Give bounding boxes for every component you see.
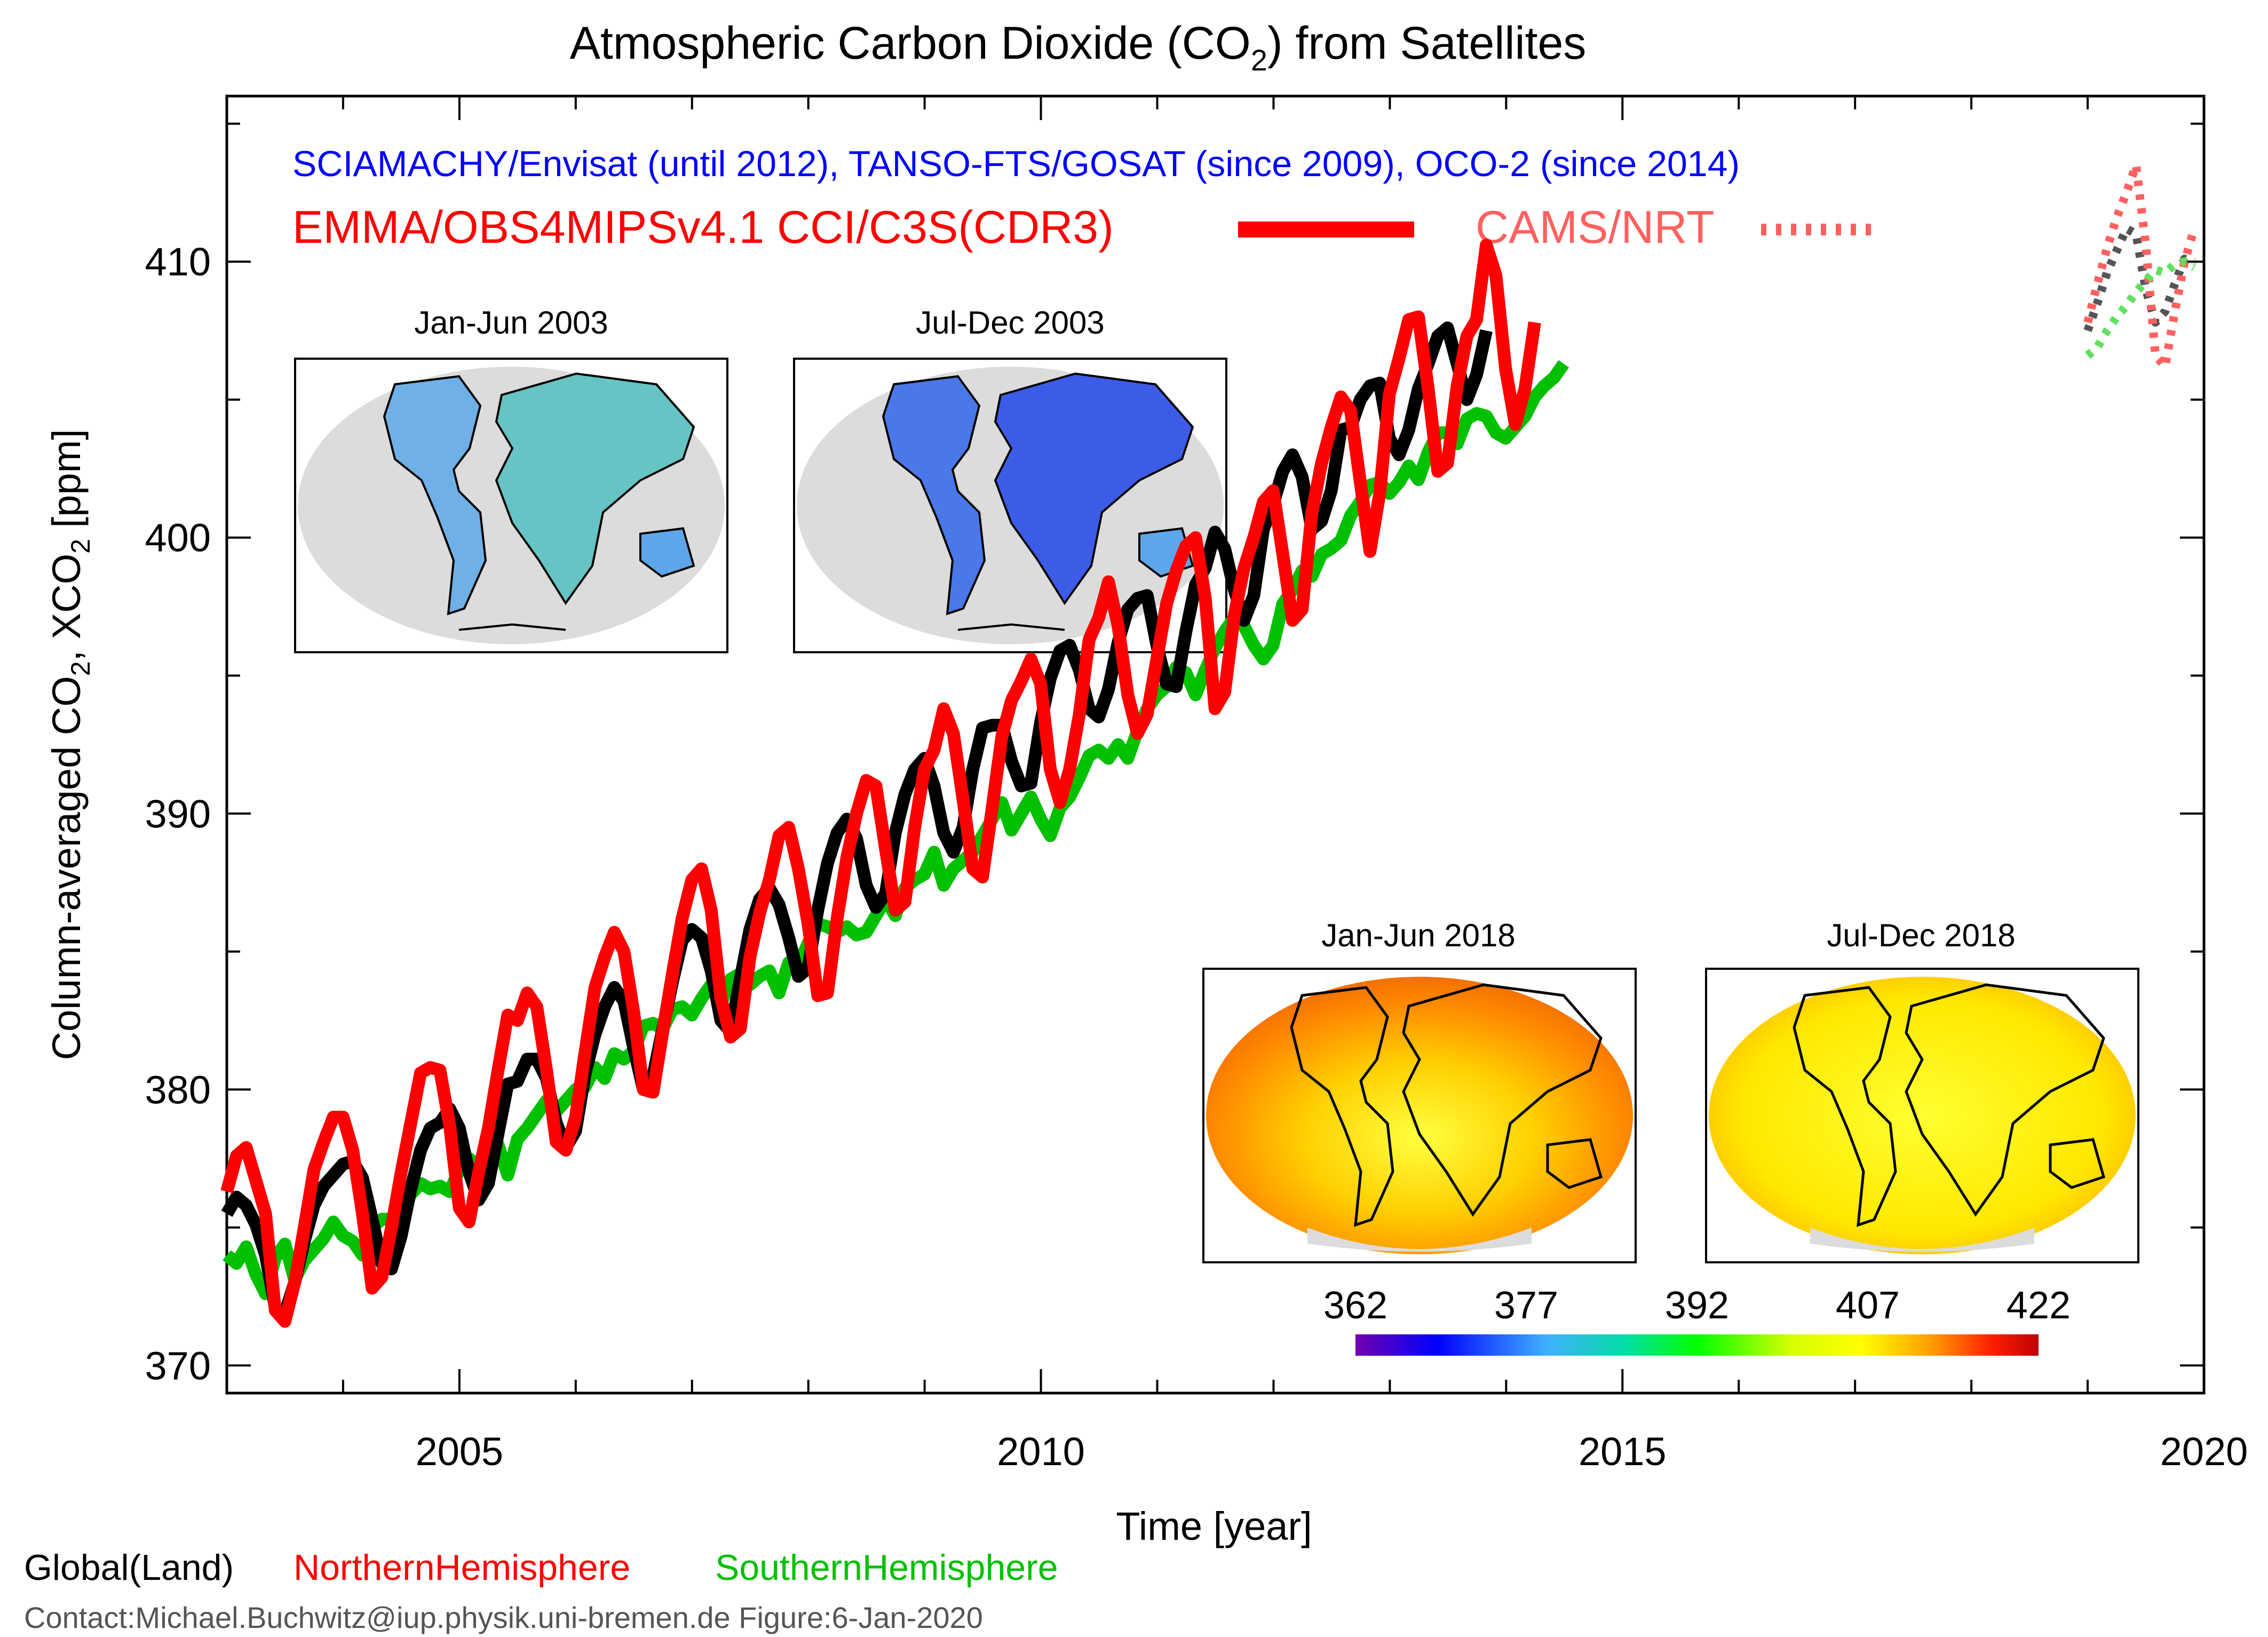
legend-red-product: EMMA/OBS4MIPSv4.1 CCI/C3S(CDR3) [292,202,1114,253]
y-tick-label: 380 [145,1067,211,1112]
series-line-northernhemisphere [220,239,1541,1328]
y-tick-label: 410 [145,240,211,284]
map-title: Jul-Dec 2003 [916,305,1105,341]
x-tick-label: 2015 [1579,1429,1667,1474]
legend-north: NorthernHemisphere [294,1547,630,1588]
land-australia [639,527,695,578]
colorbar-gradient [1355,1334,2039,1356]
axes: 2005 2010 2015 2020 370 380 390 400 410 [145,96,2248,1474]
colorbar-tick-4: 422 [2007,1284,2071,1327]
land-antarctica [957,623,1065,631]
land-eurasia-africa [495,372,695,605]
instrument-subtitle: SCIAMACHY/Envisat (until 2012), TANSO-FT… [292,144,1740,184]
land-antarctica [458,623,566,631]
legend-south: SouthernHemisphere [715,1547,1058,1588]
land-americas [1290,986,1394,1227]
colorbar-tick-3: 407 [1836,1284,1900,1327]
land-americas [1793,986,1897,1227]
series-line-cams-nrt-global [2083,224,2195,333]
polar-gap [1307,1228,1532,1252]
legend-global: Global(Land) [24,1547,234,1588]
chart-title: Atmospheric Carbon Dioxide (CO2) from Sa… [570,18,1587,77]
x-axis-label: Time [year] [1116,1504,1312,1548]
land-australia [1546,1138,1603,1189]
series-line-cams-nrt-north [2083,161,2199,371]
land-eurasia-africa [994,372,1194,605]
map-title: Jul-Dec 2018 [1827,918,2016,953]
map-title: Jan-Jun 2018 [1321,918,1516,953]
map-inset-jan-jun-2018: Jan-Jun 2018 [1202,918,1637,1263]
colorbar-tick-0: 362 [1323,1284,1387,1327]
plot-frame [225,94,2206,1395]
land-americas [882,375,986,615]
map-inset-jul-dec-2018: Jul-Dec 2018 [1705,918,2139,1263]
x-tick-label: 2005 [416,1429,504,1474]
polar-gap [1810,1228,2034,1252]
colorbar-tick-2: 392 [1665,1284,1729,1327]
colorbar: 362 377 392 407 422 [1323,1284,2071,1356]
colorbar-tick-1: 377 [1494,1284,1558,1327]
map-inset-jan-jun-2003: Jan-Jun 2003 [294,305,728,653]
y-tick-label: 370 [145,1343,211,1388]
x-tick-label: 2020 [2160,1429,2248,1474]
y-tick-label: 390 [145,792,211,836]
land-australia [2049,1138,2106,1189]
legend-nrt-product: CAMS/NRT [1476,202,1715,253]
series-line-cams-nrt-south [2084,257,2196,359]
x-tick-label: 2010 [997,1429,1085,1474]
y-axis-label: Column-averaged CO2, XCO2 [ppm] [44,429,96,1061]
map-title: Jan-Jun 2003 [414,305,608,341]
land-eurasia-africa [1905,983,2105,1217]
land-eurasia-africa [1402,983,1603,1217]
contact-line: Contact:Michael.Buchwitz@iup.physik.uni-… [24,1601,983,1634]
land-americas [383,375,487,615]
series-group [220,161,2199,1328]
y-tick-label: 400 [145,516,211,560]
